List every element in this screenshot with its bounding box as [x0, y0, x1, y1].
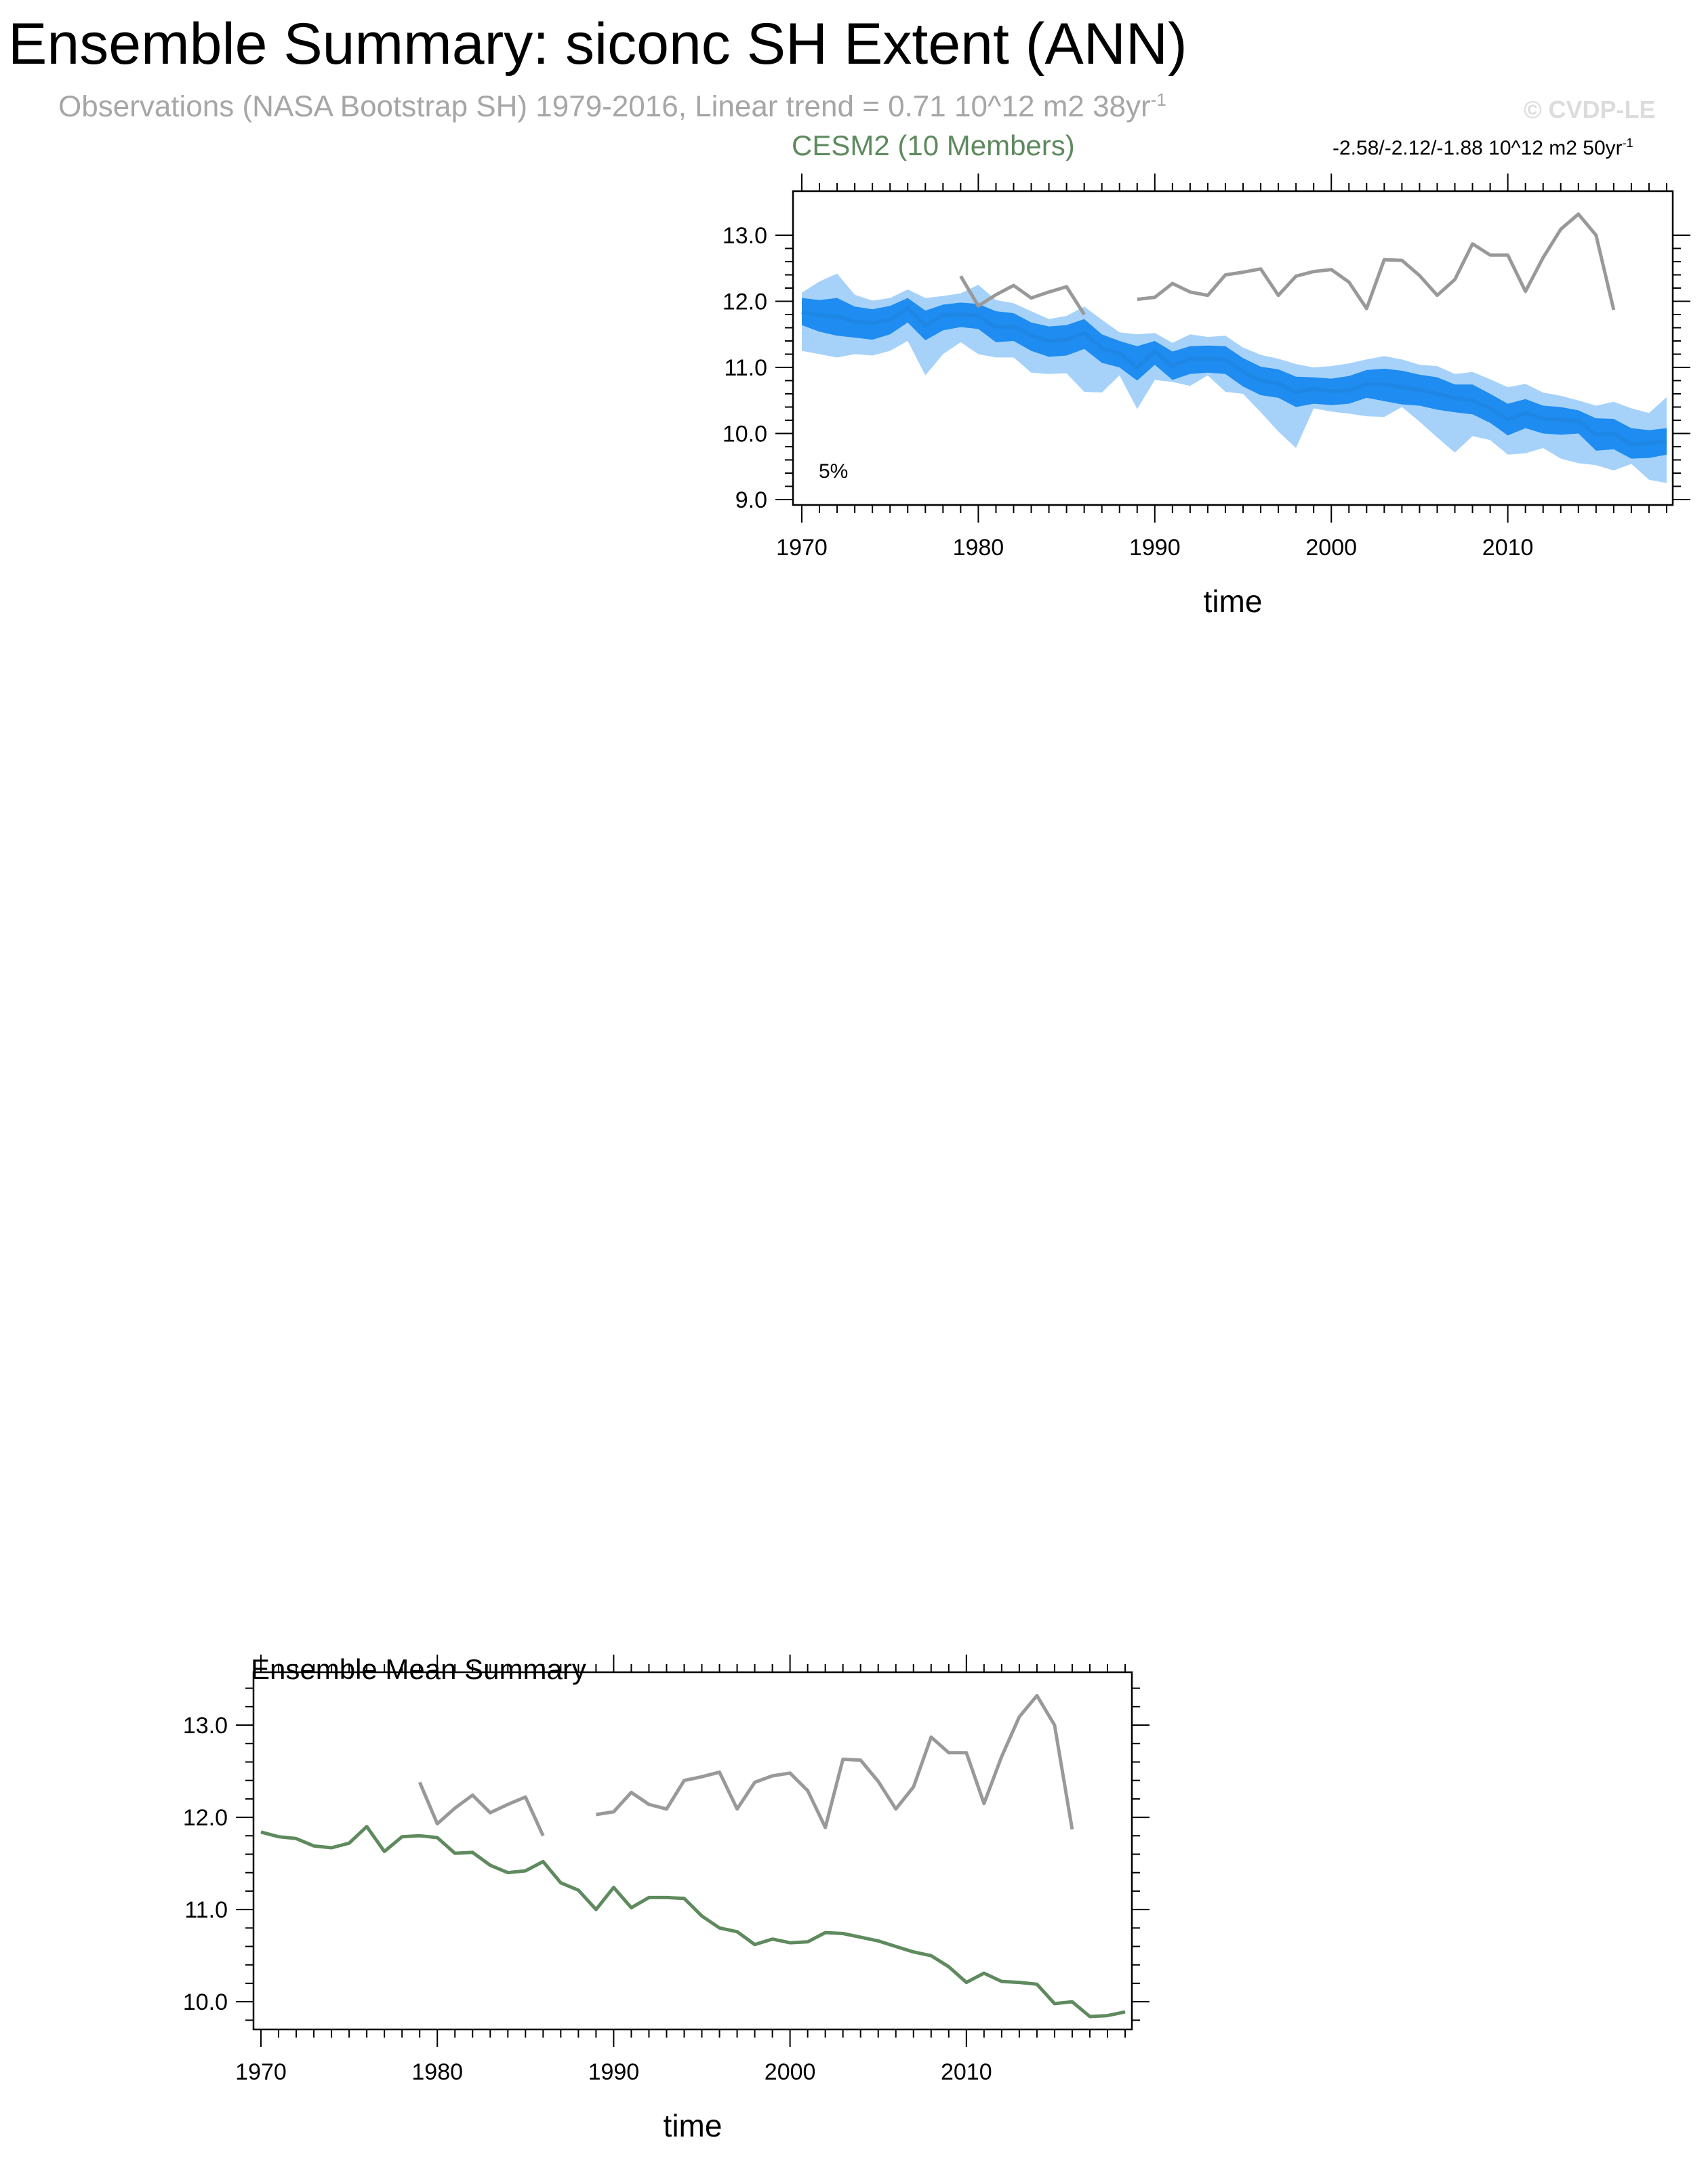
inner-spread-band [802, 298, 1667, 459]
ensemble-mean-line [801, 306, 1667, 447]
x-tick-label: 2000 [1305, 535, 1357, 561]
trend-label-exponent: -1 [1622, 136, 1633, 150]
x-tick-label: 1970 [776, 535, 828, 561]
observations-subtitle: Observations (NASA Bootstrap SH) 1979-20… [58, 91, 1166, 122]
copyright-watermark: © CVDP-LE [1524, 96, 1656, 123]
ensemble-mean-summary-chart: 1970 1980 1990 2000 2010 10.0 11.0 12.0 13.0 time [183, 1655, 1150, 2143]
x-tick-label: 1990 [588, 2059, 640, 2085]
x-tick-label: 1980 [953, 535, 1004, 561]
x-axis-label: time [1204, 584, 1263, 619]
y-tick-label: 11.0 [184, 1897, 228, 1923]
y-tick-label: 11.0 [724, 355, 767, 381]
observations-line [959, 212, 1616, 316]
x-tick-label: 1980 [411, 2059, 463, 2085]
trend-label: -2.58/-2.12/-1.88 10^12 m2 50yr-1 [1333, 137, 1633, 159]
y-tick-label: 12.0 [723, 289, 767, 315]
ensemble-mean-line [260, 1825, 1126, 2019]
x-axis-label: time [664, 2108, 723, 2143]
y-tick-label: 13.0 [183, 1713, 228, 1739]
y-tick-label: 10.0 [723, 422, 767, 447]
x-tick-label: 2010 [1482, 535, 1534, 561]
summary-title: Ensemble Mean Summary [251, 1653, 586, 1685]
plot-frame [792, 190, 1674, 506]
x-tick-label: 1990 [1129, 535, 1181, 561]
y-tick-label: 12.0 [183, 1805, 228, 1831]
y-tick-label: 10.0 [183, 1989, 228, 2015]
observations-subtitle-exponent: -1 [1150, 89, 1166, 110]
observations-subtitle-text: Observations (NASA Bootstrap SH) 1979-20… [58, 89, 1151, 123]
main-title: Ensemble Summary: siconc SH Extent (ANN) [8, 12, 1187, 77]
trend-label-text: -2.58/-2.12/-1.88 10^12 m2 50yr [1333, 137, 1623, 159]
ensemble-panel-chart: 1970 1980 1990 2000 2010 9.0 10.0 11.0 12.0 13.0 t… [723, 174, 1690, 619]
x-tick-label: 1970 [235, 2059, 287, 2085]
y-tick-label: 9.0 [735, 487, 767, 513]
observations-line [418, 1694, 1074, 1837]
plot-frame [252, 1671, 1133, 2031]
significance-annotation: 5% [819, 460, 848, 483]
x-tick-label: 2000 [765, 2059, 816, 2085]
x-tick-label: 2010 [941, 2059, 992, 2085]
y-tick-label: 13.0 [723, 223, 767, 249]
panel-title: CESM2 (10 Members) [792, 129, 1075, 161]
